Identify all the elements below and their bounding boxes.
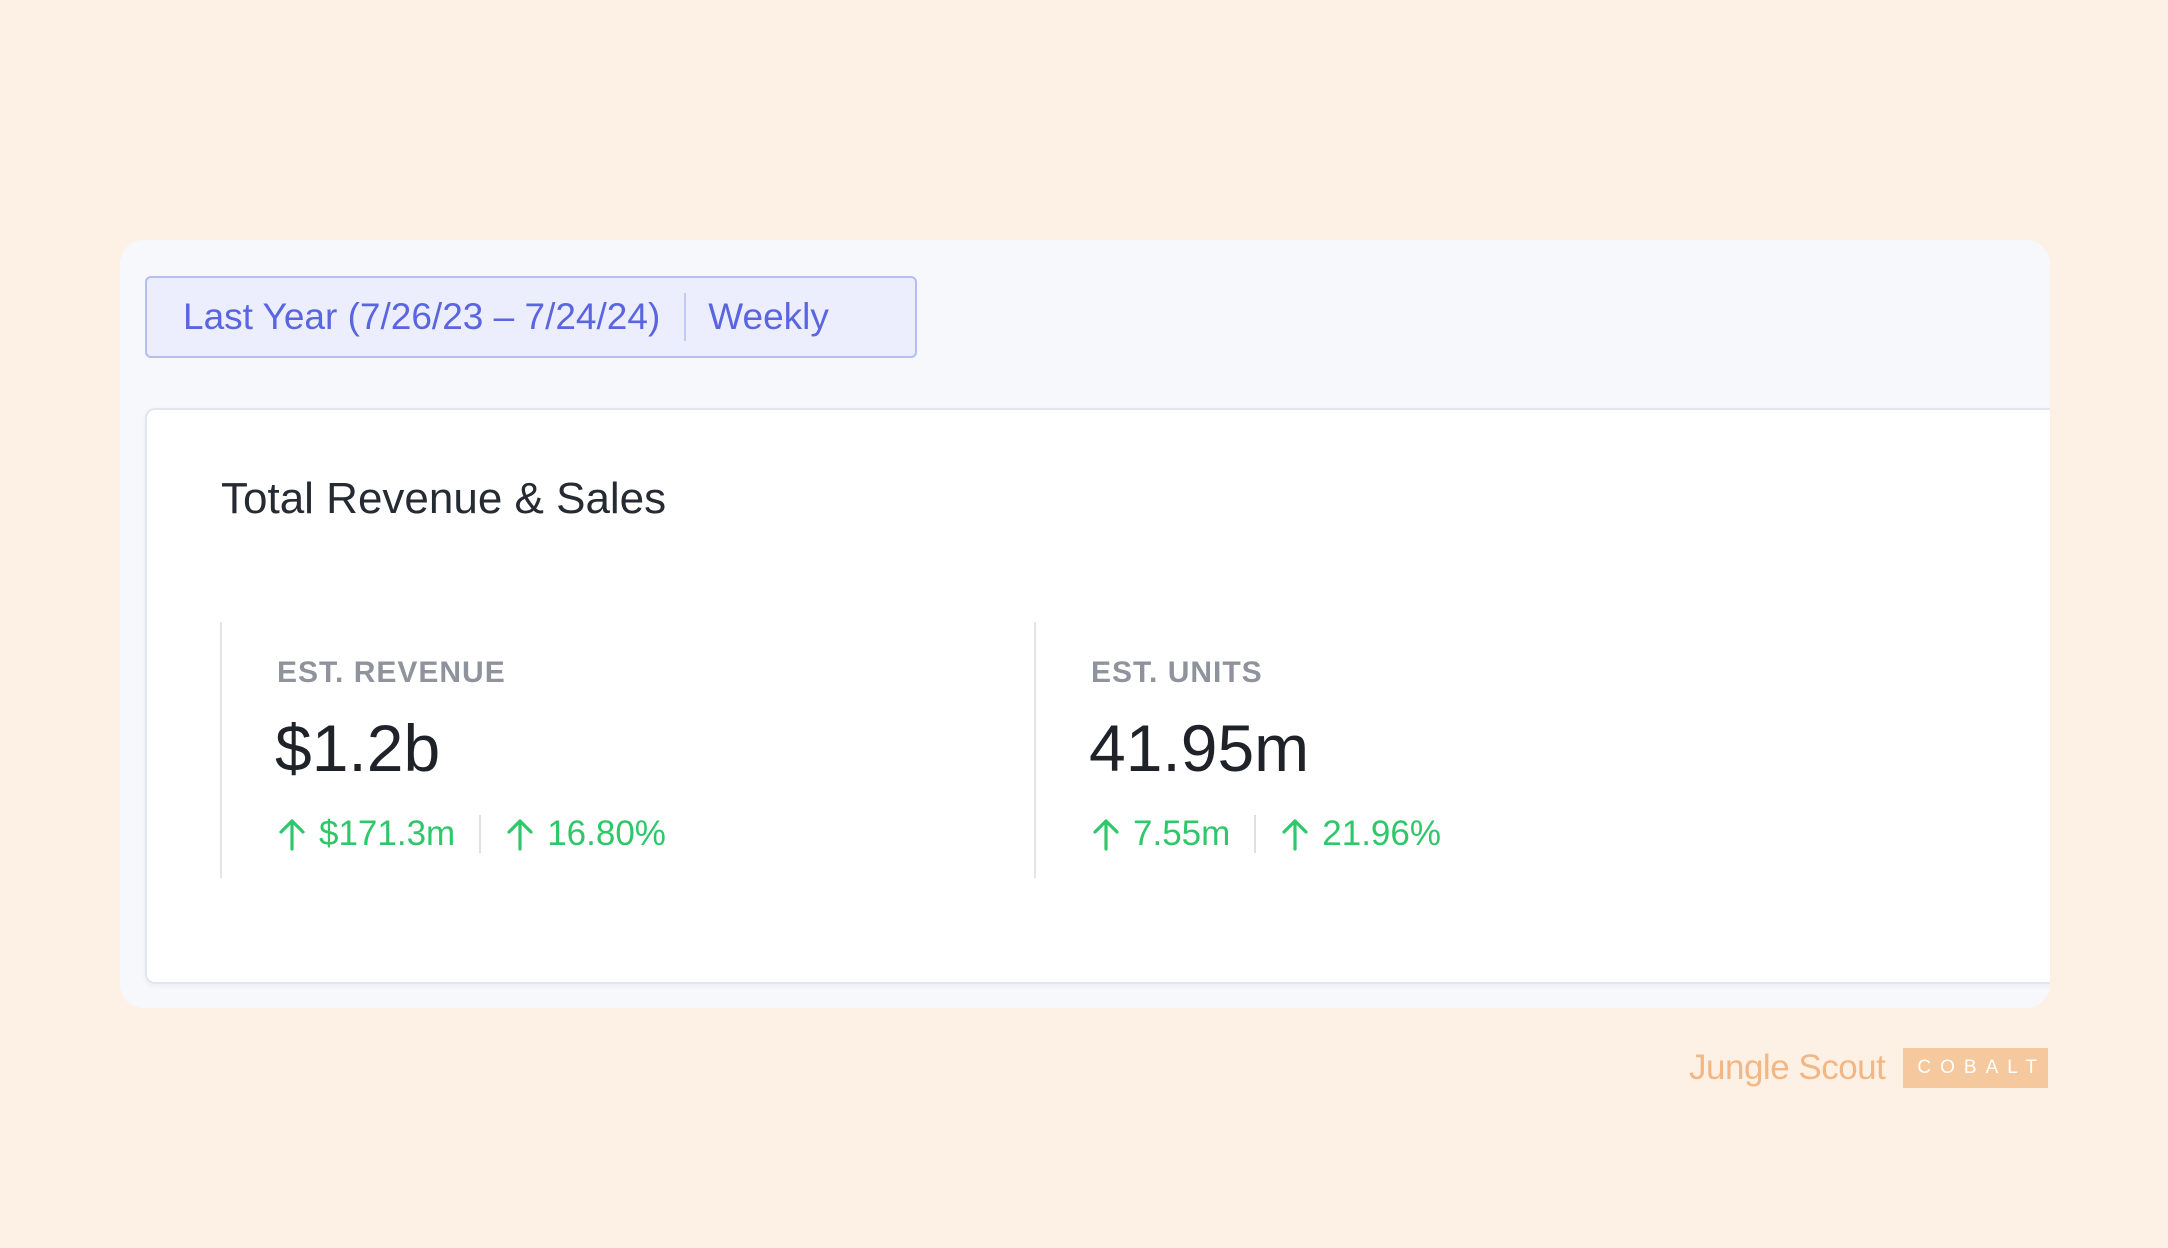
- change-absolute: 7.55m: [1091, 814, 1230, 854]
- change-absolute-value: $171.3m: [319, 814, 456, 853]
- arrow-up-icon: [1093, 819, 1119, 851]
- date-range-label[interactable]: Last Year (7/26/23 – 7/24/24): [183, 296, 661, 337]
- metric-changes: $171.3m 16.80%: [277, 814, 666, 854]
- card-title: Total Revenue & Sales: [221, 474, 667, 523]
- metric-est-revenue: EST. REVENUE $1.2b $171.3m 16.80%: [220, 622, 1034, 878]
- change-percent: 16.80%: [505, 814, 666, 854]
- date-range-filter[interactable]: Last Year (7/26/23 – 7/24/24) Weekly: [145, 276, 917, 358]
- brand-logo: Jungle Scout COBALT: [1689, 1048, 2048, 1088]
- metric-changes: 7.55m 21.96%: [1091, 814, 1441, 854]
- brand-tag: COBALT: [1903, 1048, 2048, 1088]
- change-absolute-value: 7.55m: [1133, 814, 1231, 853]
- arrow-up-icon: [1282, 819, 1308, 851]
- metric-label: EST. UNITS: [1091, 656, 1263, 689]
- dashboard-panel: Last Year (7/26/23 – 7/24/24) Weekly Tot…: [120, 240, 2050, 1008]
- metric-value: $1.2b: [275, 711, 441, 785]
- filter-divider: [684, 293, 687, 341]
- brand-name: Jungle Scout: [1689, 1048, 1886, 1087]
- change-percent: 21.96%: [1280, 814, 1441, 854]
- metric-label: EST. REVENUE: [277, 656, 506, 689]
- metric-est-units: EST. UNITS 41.95m 7.55m 21.96%: [1034, 622, 1848, 878]
- change-absolute: $171.3m: [277, 814, 455, 854]
- revenue-sales-card: Total Revenue & Sales EST. REVENUE $1.2b…: [145, 408, 2050, 984]
- arrow-up-icon: [279, 819, 305, 851]
- change-percent-value: 21.96%: [1322, 814, 1441, 853]
- change-divider: [479, 815, 482, 853]
- change-percent-value: 16.80%: [547, 814, 666, 853]
- change-divider: [1254, 815, 1257, 853]
- interval-label[interactable]: Weekly: [708, 296, 829, 337]
- metric-value: 41.95m: [1089, 711, 1310, 785]
- arrow-up-icon: [507, 819, 533, 851]
